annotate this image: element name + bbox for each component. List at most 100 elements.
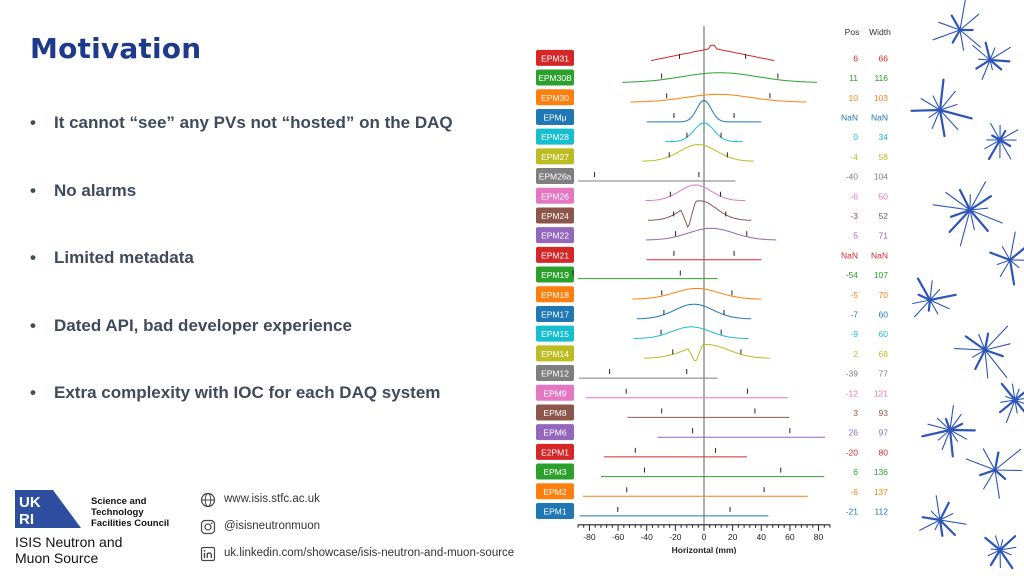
- burst-ray: [994, 535, 1001, 551]
- series-pos-value: -12: [846, 388, 859, 398]
- isis-name: ISIS Neutron and Muon Source: [15, 534, 123, 566]
- series-line: [643, 344, 770, 362]
- series-pos-value: 10: [849, 93, 859, 103]
- burst-ray: [939, 109, 959, 130]
- series-row-epm2: EPM2 -6 137: [536, 483, 888, 500]
- burst-ray: [945, 191, 971, 211]
- burst-ray: [988, 58, 1011, 63]
- series-pos-value: -7: [850, 309, 858, 319]
- burst-ray: [929, 288, 941, 301]
- burst-ray: [938, 78, 945, 112]
- burst-ray: [1009, 259, 1020, 269]
- burst-ray: [912, 299, 931, 305]
- series-row-epm3: EPM3 6 136: [536, 463, 888, 480]
- series-label: E2PM1: [541, 447, 569, 457]
- burst-ray: [959, 13, 980, 31]
- burst-ray: [932, 95, 941, 111]
- series-pos-value: 5: [853, 231, 858, 241]
- series-label: EPM15: [541, 329, 569, 339]
- burst-ray: [959, 29, 981, 48]
- series-pos-value: -20: [846, 447, 859, 457]
- burst-ray: [954, 348, 986, 351]
- bullet-item: • No alarms: [30, 180, 520, 248]
- burst-ray: [983, 469, 996, 490]
- series-label-box: [536, 168, 574, 185]
- series-label-box: [536, 187, 574, 204]
- series-pos-value: 3: [853, 408, 858, 418]
- series-line: [646, 99, 762, 123]
- bullet-dot: •: [30, 383, 36, 402]
- burst-ray: [935, 495, 941, 521]
- series-row-epm15: EPM15 -9 60: [536, 325, 888, 342]
- bullet-text: Limited metadata: [54, 248, 194, 267]
- series-line: [645, 227, 777, 241]
- burst-ray: [972, 44, 991, 61]
- burst-ray: [936, 417, 951, 431]
- series-label: EPM21: [541, 250, 569, 260]
- series-pos-value: -4: [850, 152, 858, 162]
- burst-ray: [1009, 231, 1016, 261]
- burst-ray: [919, 519, 941, 531]
- burst-ray: [989, 47, 996, 61]
- burst-ray: [1005, 399, 1016, 424]
- burst-ray: [939, 90, 956, 111]
- burst-ray: [941, 429, 951, 451]
- series-label: EPM1: [543, 506, 566, 516]
- slide-title: Motivation: [30, 32, 202, 65]
- contact-instagram-text[interactable]: @isisneutronmuon: [224, 520, 321, 532]
- series-row-epm6: EPM6 26 97: [536, 424, 888, 441]
- series-line: [645, 184, 746, 202]
- bullet-dot: •: [30, 180, 36, 200]
- burst-ray: [934, 519, 941, 531]
- burst-ray: [948, 428, 954, 458]
- x-tick-label: 60: [785, 532, 795, 542]
- series-row-epm19: EPM19 -54 107: [536, 266, 888, 283]
- series-width-value: 66: [879, 53, 889, 63]
- bullet-item: • Limited metadata: [30, 247, 520, 315]
- burst-ray: [975, 58, 992, 70]
- burst-icon: [910, 78, 973, 138]
- header-pos: Pos: [845, 27, 860, 37]
- x-tick-label: 20: [728, 532, 738, 542]
- burst-ray: [982, 448, 996, 471]
- series-label: EPM27: [541, 152, 569, 162]
- burst-ray: [1000, 399, 1016, 403]
- burst-ray: [979, 468, 997, 477]
- series-line: [648, 200, 752, 229]
- burst-ray: [951, 28, 962, 44]
- burst-ray: [994, 469, 1022, 472]
- series-label-box: [536, 404, 574, 421]
- burst-ray: [989, 46, 1011, 61]
- series-row-epm31: EPM31 6 66: [536, 44, 889, 66]
- series-pos-value: -9: [850, 329, 858, 339]
- series-pos-value: 6: [853, 53, 858, 63]
- series-width-value: 136: [874, 467, 888, 477]
- burst-ray: [989, 251, 1012, 262]
- burst-ray: [984, 536, 1002, 552]
- burst-ray: [1011, 383, 1016, 401]
- series-label-box: [536, 502, 574, 519]
- burst-ray: [984, 343, 1011, 351]
- burst-ray: [994, 448, 1022, 471]
- burst-ray: [937, 429, 951, 441]
- x-axis-label: Horizontal (mm): [672, 545, 737, 554]
- burst-ray: [938, 518, 944, 537]
- burst-ray: [932, 204, 971, 211]
- contact-linkedin-text[interactable]: uk.linkedin.com/showcase/isis-neutron-an…: [224, 547, 515, 559]
- burst-ray: [969, 209, 1003, 224]
- series-row-epm27: EPM27 -4 58: [536, 144, 888, 165]
- burst-ray: [1000, 382, 1017, 402]
- burst-ray: [949, 208, 972, 218]
- burst-ray: [938, 518, 957, 537]
- series-width-value: 80: [879, 447, 889, 457]
- series-width-value: 104: [874, 172, 888, 182]
- series-label-box: [536, 108, 574, 125]
- series-row-epm28: EPM28 0 34: [536, 122, 888, 145]
- burst-ray: [938, 108, 973, 120]
- series-label: EPM14: [541, 349, 569, 359]
- series-label-box: [536, 345, 574, 362]
- contact-website-text[interactable]: www.isis.stfc.ac.uk: [224, 493, 320, 505]
- burst-ray: [998, 548, 1014, 570]
- series-label-box: [536, 463, 574, 480]
- burst-ray: [978, 333, 986, 351]
